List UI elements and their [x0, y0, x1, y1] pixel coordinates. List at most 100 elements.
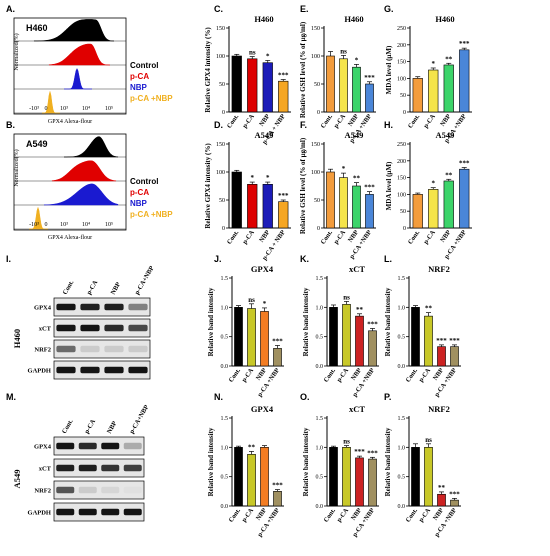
- y-tick-label: 0.5: [221, 335, 229, 341]
- legend-entry: p-CA: [130, 188, 149, 197]
- significance-label: ns: [248, 296, 255, 304]
- y-tick-label: 0.0: [221, 504, 229, 510]
- blot-row-frame: [53, 360, 151, 380]
- bar: [424, 447, 433, 507]
- category-label: p-CA: [422, 113, 437, 130]
- protein-label: GAPDH: [28, 368, 51, 375]
- category-label: Cont.: [405, 507, 420, 524]
- y-tick-label: 1.0: [221, 445, 229, 451]
- blot-band: [80, 303, 100, 311]
- bar: [365, 194, 374, 229]
- blot-band: [104, 345, 124, 353]
- y-tick-label: 100: [216, 170, 225, 176]
- y-tick-label: 0.0: [316, 504, 324, 510]
- category-label: p-CA: [418, 367, 433, 384]
- bar: [234, 307, 243, 367]
- significance-label: *: [263, 300, 267, 308]
- chart-title: xCT: [349, 404, 365, 414]
- y-tick-label: 100: [216, 54, 225, 60]
- bar: [329, 447, 338, 507]
- protein-label: GAPDH: [28, 510, 51, 517]
- blot-band: [101, 486, 120, 494]
- y-axis-label: MDA level (μM): [385, 45, 393, 94]
- y-tick-label: 0: [403, 110, 406, 116]
- chart-title: xCT: [349, 264, 365, 274]
- chart-title: A549: [436, 130, 455, 140]
- panel-label-d: D.: [214, 120, 223, 130]
- bar: [437, 493, 446, 507]
- y-tick-label: 0.5: [398, 475, 406, 481]
- blot-band: [56, 345, 76, 353]
- blot-band: [56, 486, 75, 494]
- panel-label-i: I.: [6, 254, 11, 264]
- category-label: NBP: [439, 113, 452, 128]
- significance-label: **: [248, 443, 256, 451]
- panel-label-c: C.: [214, 4, 223, 14]
- y-tick-label: 50: [219, 198, 225, 204]
- significance-label: *: [432, 60, 436, 68]
- blot-band: [80, 345, 100, 353]
- bar: [424, 315, 433, 367]
- flow-x-tick: 10⁴: [82, 106, 90, 112]
- blot-row-frame: [53, 458, 145, 478]
- lane-label: NBP: [110, 281, 123, 296]
- blot-band: [128, 303, 148, 311]
- category-label: p-CA: [333, 113, 348, 130]
- chart-k: xCT 0.0 0.5 1.0 1.5 Relative band intensity Co…: [302, 264, 379, 398]
- y-axis-label: Relative band intensity: [302, 427, 310, 496]
- flow-y-label: Normalized(%): [13, 33, 20, 70]
- lane-label: NBP: [106, 420, 119, 435]
- bar: [273, 348, 282, 367]
- blot-row-frame: [53, 318, 151, 338]
- y-axis-label: Relative GPX4 intensity (%): [204, 27, 212, 113]
- legend-entry: Control: [130, 61, 158, 70]
- blot-band: [56, 303, 76, 311]
- blot-band: [128, 324, 148, 332]
- category-label: p-CA: [336, 367, 351, 384]
- y-tick-label: 150: [216, 26, 225, 32]
- y-tick-label: 0.5: [316, 335, 324, 341]
- flow-cell-line: A549: [26, 139, 48, 149]
- significance-label: ***: [436, 337, 447, 345]
- western-blot-a549: Cont. p-CA NBP p-CA+NBP GPX4 xCT NRF2 GAPDH A549: [12, 404, 150, 522]
- bar: [352, 185, 361, 229]
- blot-band: [56, 324, 76, 332]
- significance-label: *: [355, 56, 359, 64]
- blot-band: [56, 442, 75, 450]
- y-tick-label: 150: [311, 142, 320, 148]
- legend-entry: NBP: [130, 83, 148, 92]
- chart-title: GPX4: [251, 404, 274, 414]
- panel-label-e: E.: [300, 4, 309, 14]
- flow-x-tick: 10³: [60, 222, 68, 228]
- flow-x-tick: -10³: [29, 106, 39, 112]
- bar: [329, 307, 338, 367]
- y-tick-label: 150: [216, 142, 225, 148]
- y-tick-label: 1.5: [221, 276, 229, 282]
- y-tick-label: 150: [397, 60, 406, 66]
- chart-title: A549: [345, 130, 364, 140]
- significance-label: *: [266, 174, 270, 182]
- bar: [260, 447, 269, 507]
- blot-band: [104, 303, 124, 311]
- y-tick-label: 1.0: [398, 445, 406, 451]
- protein-label: GPX4: [34, 444, 52, 451]
- significance-label: ns: [343, 293, 350, 301]
- chart-l: NRF2 0.0 0.5 1.0 1.5 Relative band intensity C…: [384, 264, 461, 398]
- significance-label: ns: [343, 438, 350, 446]
- bar: [339, 58, 348, 113]
- significance-label: ns: [249, 49, 256, 57]
- chart-p: NRF2 0.0 0.5 1.0 1.5 Relative band intensity C…: [384, 404, 461, 538]
- category-label: p-CA: [241, 229, 256, 246]
- flow-x-label: GPX4 Alexa-flour: [48, 118, 92, 125]
- chart-e: H460 0 50 100 150 Relative GSH level (% of μg…: [299, 14, 376, 144]
- bar: [412, 78, 423, 113]
- y-tick-label: 0.0: [398, 504, 406, 510]
- category-label: Cont.: [228, 507, 243, 524]
- significance-label: **: [353, 175, 361, 183]
- flow-histogram: [64, 136, 119, 158]
- y-tick-label: 0: [222, 226, 225, 232]
- chart-g: H460 0 50 100 150 200 250 MDA level (μM) Cont. * p…: [385, 14, 472, 144]
- category-label: p-CA: [422, 229, 437, 246]
- y-tick-label: 0.5: [221, 475, 229, 481]
